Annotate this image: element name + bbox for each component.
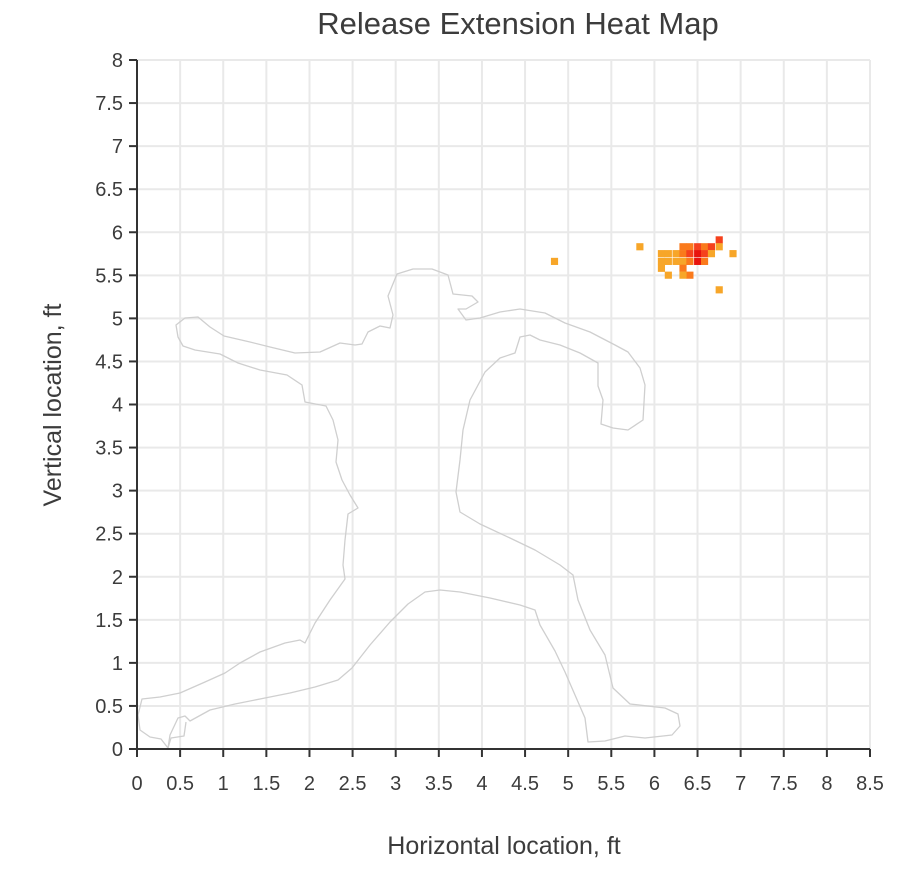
heatmap-cell [679, 271, 687, 279]
heatmap-cell [686, 243, 694, 251]
grid-lines [136, 59, 871, 750]
x-tick-label: 8 [821, 773, 832, 795]
heatmap-cell [679, 264, 687, 272]
y-tick-label: 5 [112, 308, 123, 330]
y-tick-label: 4 [112, 395, 123, 417]
x-tick-label: 6 [649, 773, 660, 795]
x-tick-label: 1.5 [252, 773, 280, 795]
y-tick-label: 0 [112, 739, 123, 761]
heatmap-cell [679, 243, 687, 251]
heatmap-cell [729, 250, 737, 258]
heatmap-cell [686, 250, 694, 258]
x-tick-label: 5 [563, 773, 574, 795]
y-tick-label: 5.5 [95, 265, 123, 287]
heatmap-cell [715, 236, 723, 244]
chart-title: Release Extension Heat Map [317, 6, 719, 41]
heatmap-cell [694, 257, 702, 265]
heatmap-cell [679, 250, 687, 258]
x-tick-label: 1 [218, 773, 229, 795]
x-tick-label: 2 [304, 773, 315, 795]
x-tick-label: 2.5 [339, 773, 367, 795]
y-axis-label: Vertical location, ft [39, 304, 67, 507]
y-tick-label: 4.5 [95, 351, 123, 373]
heatmap-cell [672, 250, 680, 258]
y-tick-label: 1 [112, 653, 123, 675]
y-tick-label: 1.5 [95, 610, 123, 632]
y-tick-label: 6.5 [95, 179, 123, 201]
y-tick-label: 7.5 [95, 93, 123, 115]
pitcher-back-leg [167, 721, 187, 749]
heatmap-cell [715, 286, 723, 294]
y-tick-label: 0.5 [95, 696, 123, 718]
x-tick-label: 0 [131, 773, 142, 795]
heatmap-cell [550, 257, 559, 265]
x-tick-label: 7 [735, 773, 746, 795]
heatmap-cell [664, 250, 672, 258]
x-tick-label: 3 [390, 773, 401, 795]
heatmap-cell [679, 257, 687, 265]
heatmap-cell [664, 257, 672, 265]
y-tick-label: 8 [112, 50, 123, 72]
heatmap-cell [700, 243, 709, 251]
heatmap-cell [694, 250, 702, 258]
y-tick-label: 3 [112, 481, 123, 503]
heatmap-cell [636, 243, 644, 251]
x-tick-label: 0.5 [166, 773, 194, 795]
y-tick-label: 2 [112, 567, 123, 589]
x-tick-label: 8.5 [856, 773, 884, 795]
axes: 0 0.5 1 1.5 2 2.5 3 3.5 4 4.5 5 5.5 6 6.5 7 7.5 8 8.5 0 0.5… [95, 50, 884, 795]
x-tick-label: 4 [476, 773, 487, 795]
heatmap-cell [707, 243, 716, 251]
x-tick-label: 5.5 [597, 773, 625, 795]
y-tick-label: 6 [112, 222, 123, 244]
heatmap-cell [686, 257, 694, 265]
x-tick-label: 3.5 [425, 773, 453, 795]
heatmap-cell [700, 257, 709, 265]
x-tick-label: 6.5 [684, 773, 712, 795]
y-tick-label: 3.5 [95, 438, 123, 460]
x-tick-label: 4.5 [511, 773, 539, 795]
y-tick-label: 2.5 [95, 524, 123, 546]
heatmap-cell [694, 243, 702, 251]
heatmap-cell [657, 250, 666, 258]
pitcher-silhouette [137, 268, 681, 749]
heatmap-cell [657, 264, 666, 272]
heatmap-cell [657, 257, 666, 265]
y-tick-label: 7 [112, 136, 123, 158]
heatmap-cell [672, 257, 680, 265]
x-tick-label: 7.5 [770, 773, 798, 795]
heatmap-cell [707, 250, 716, 258]
heatmap-cell [664, 271, 672, 279]
heatmap-cell [715, 243, 723, 251]
heatmap-cell [686, 271, 694, 279]
x-axis-label: Horizontal location, ft [387, 832, 621, 860]
heatmap-cells [550, 236, 737, 294]
heatmap-cell [700, 250, 709, 258]
